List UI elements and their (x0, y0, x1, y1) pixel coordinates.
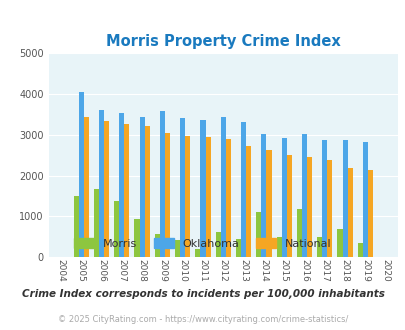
Bar (215, 232, 220, 257)
Bar (362, 142, 367, 257)
Bar (367, 170, 372, 257)
Bar (79, 92, 83, 257)
Bar (235, 239, 241, 257)
Bar (124, 124, 129, 257)
Bar (322, 140, 326, 257)
Bar (220, 117, 225, 257)
Bar (185, 136, 190, 257)
Bar (180, 118, 185, 257)
Bar (281, 138, 286, 257)
Bar (134, 218, 139, 257)
Bar (175, 240, 180, 257)
Bar (73, 196, 79, 257)
Bar (357, 244, 362, 257)
Bar (276, 237, 281, 257)
Bar (83, 116, 89, 257)
Text: © 2025 CityRating.com - https://www.cityrating.com/crime-statistics/: © 2025 CityRating.com - https://www.city… (58, 315, 347, 324)
Bar (301, 134, 306, 257)
Bar (225, 139, 230, 257)
Bar (241, 122, 245, 257)
Bar (144, 126, 149, 257)
Bar (337, 229, 342, 257)
Bar (347, 168, 352, 257)
Bar (245, 146, 251, 257)
Bar (326, 160, 332, 257)
Bar (266, 150, 271, 257)
Bar (256, 212, 261, 257)
Bar (104, 121, 109, 257)
Bar (306, 157, 311, 257)
Title: Morris Property Crime Index: Morris Property Crime Index (106, 34, 340, 49)
Bar (99, 110, 104, 257)
Bar (195, 249, 200, 257)
Bar (160, 111, 164, 257)
Text: Crime Index corresponds to incidents per 100,000 inhabitants: Crime Index corresponds to incidents per… (21, 289, 384, 299)
Legend: Morris, Oklahoma, National: Morris, Oklahoma, National (70, 234, 335, 253)
Bar (119, 113, 124, 257)
Bar (114, 201, 119, 257)
Bar (154, 234, 160, 257)
Bar (342, 140, 347, 257)
Bar (139, 116, 144, 257)
Bar (164, 133, 170, 257)
Bar (205, 137, 210, 257)
Bar (296, 209, 301, 257)
Bar (200, 120, 205, 257)
Bar (94, 189, 99, 257)
Bar (316, 237, 322, 257)
Bar (261, 134, 266, 257)
Bar (286, 155, 291, 257)
